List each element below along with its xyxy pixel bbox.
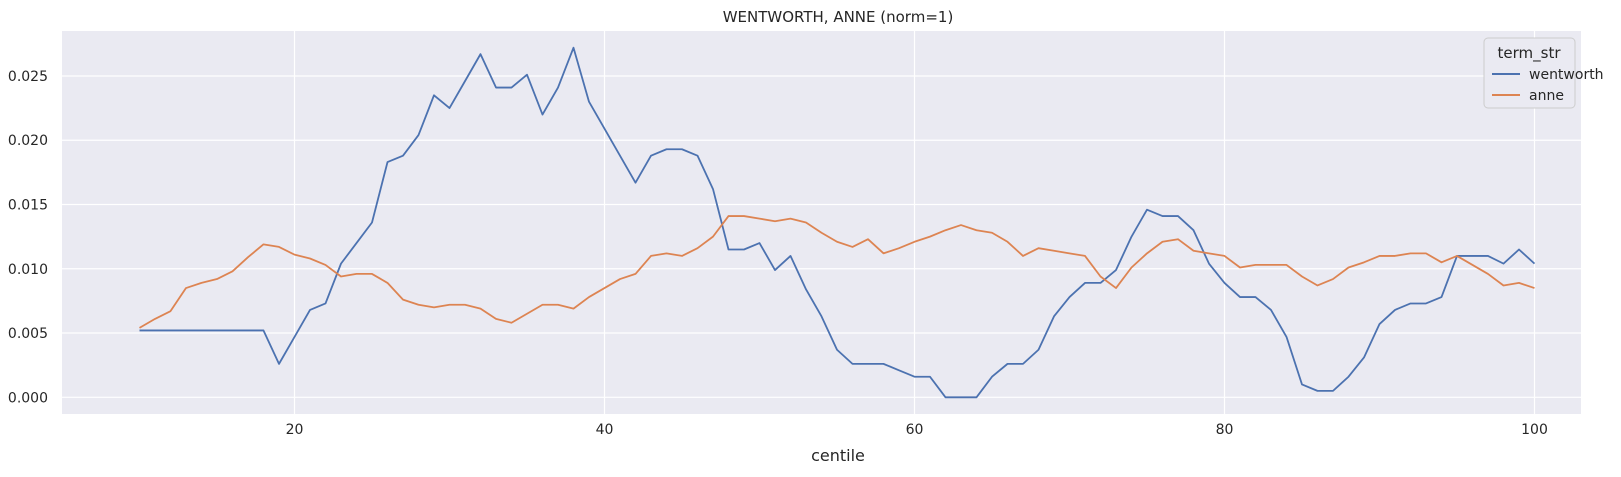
y-tick-label: 0.005 [8, 326, 48, 342]
series-line-wentworth [139, 46, 1536, 399]
x-tick-label: 60 [906, 422, 924, 438]
y-tick-label: 0.025 [8, 69, 48, 85]
x-axis-label: centile [811, 446, 865, 465]
y-tick-label: 0.000 [8, 390, 48, 406]
plot-area [62, 31, 1581, 414]
x-tick-label: 80 [1216, 422, 1234, 438]
legend-label-anne: anne [1529, 88, 1564, 104]
y-tick-label: 0.010 [8, 262, 48, 278]
x-tick-label: 100 [1521, 422, 1548, 438]
chart-title: WENTWORTH, ANNE (norm=1) [723, 8, 954, 26]
y-axis-ticks: 0.000 0.005 0.010 0.015 0.020 0.025 [8, 69, 48, 406]
legend-label-wentworth: wentworth [1529, 67, 1604, 83]
grid-lines [62, 31, 1581, 414]
x-tick-label: 20 [286, 422, 304, 438]
legend-box [1483, 37, 1576, 109]
series-lines [139, 46, 1536, 399]
x-axis-ticks: 20 40 60 80 100 [286, 422, 1548, 438]
series-line-anne [139, 215, 1535, 329]
y-tick-label: 0.020 [8, 133, 48, 149]
legend-title: term_str [1498, 44, 1562, 63]
x-tick-label: 40 [596, 422, 614, 438]
legend: term_str wentworth anne [1483, 37, 1604, 109]
y-tick-label: 0.015 [8, 198, 48, 214]
